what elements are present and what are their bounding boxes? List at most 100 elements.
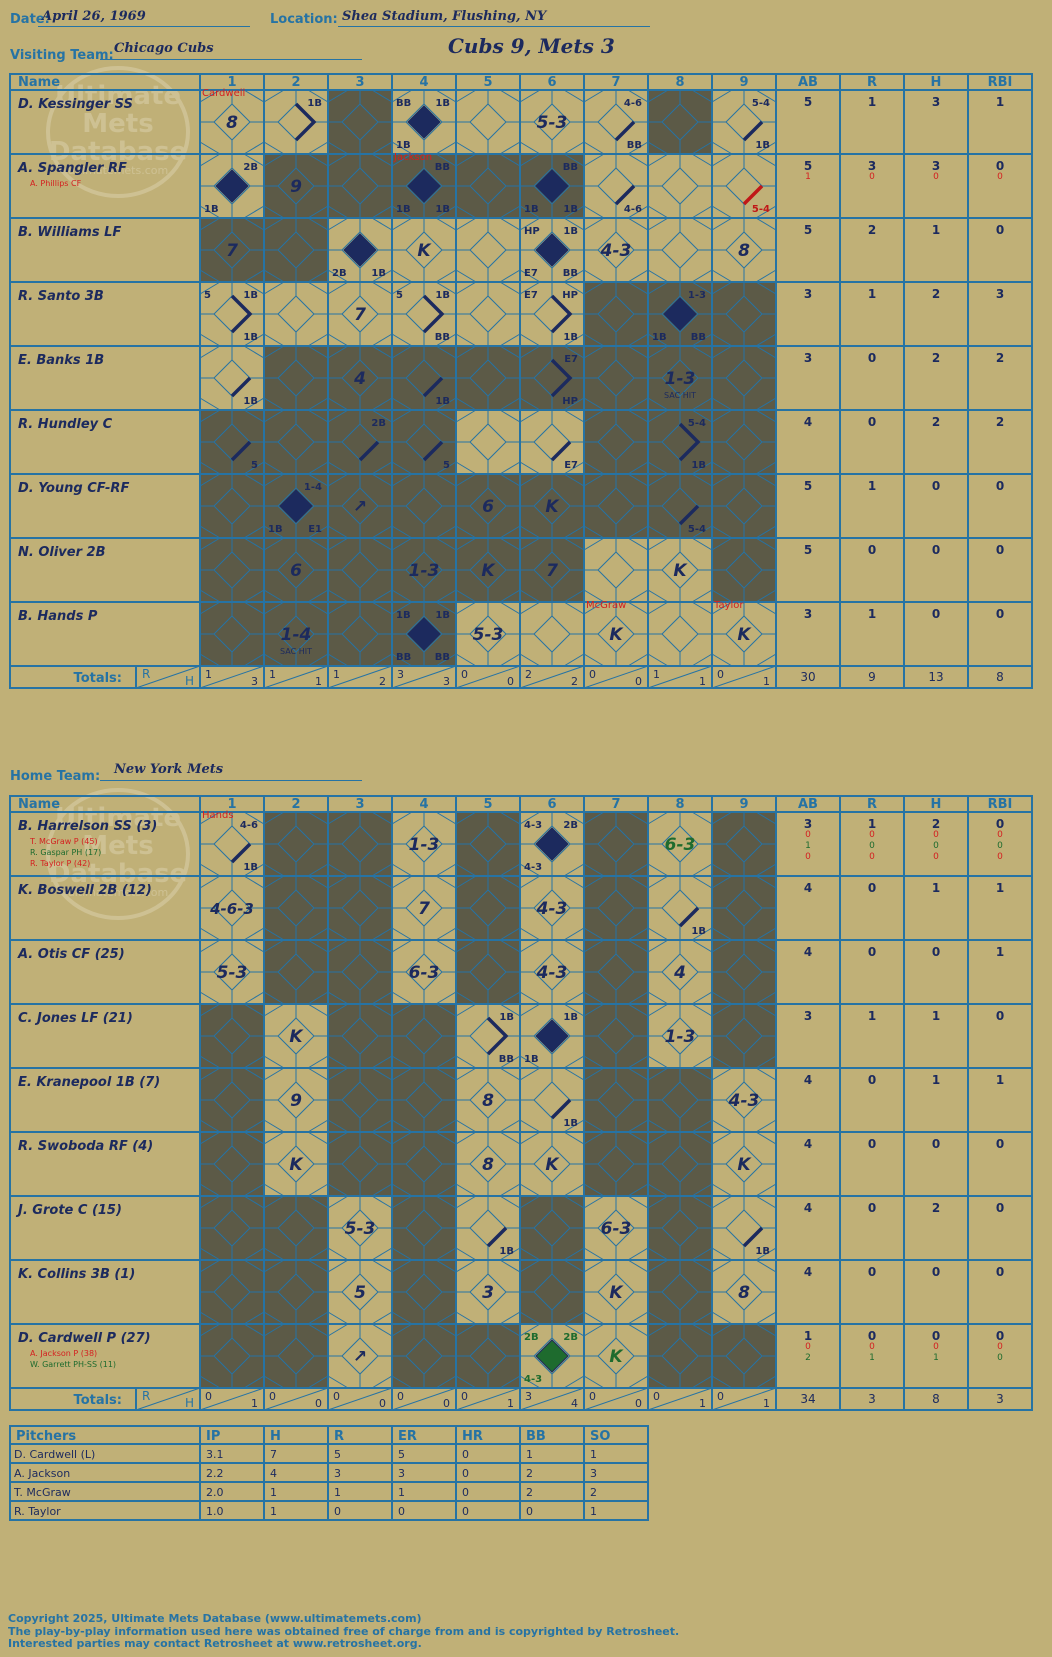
corner-lines [199,281,265,347]
stat-value: 0 [997,841,1003,851]
play-result: 4-3 [600,241,632,261]
play-result: K [609,1283,624,1303]
pitching-stat: 1 [334,1486,341,1499]
field-lines [520,1196,584,1260]
corner-lines [519,217,585,283]
basepath [550,1098,572,1120]
shaded-cell [712,812,776,876]
corner-lines [391,537,457,603]
field-lines [648,474,712,538]
base-diamond [341,1209,379,1247]
corner-lines [519,939,585,1005]
corner-lines [327,345,393,411]
pitching-stat: 2.0 [206,1486,224,1499]
base-diamond [533,615,571,653]
run-scored-diamond [535,169,569,203]
corner-lines [455,537,521,603]
inning-header-7: 7 [611,75,620,90]
field-lines [264,1068,328,1132]
field-lines [584,1324,648,1388]
base-diamond [341,1017,379,1055]
base-diamond [725,889,763,927]
shaded-cell [584,1004,648,1068]
field-lines [456,410,520,474]
corner-lines [263,1195,329,1261]
corner-lines [455,939,521,1005]
corner-lines [455,473,521,539]
field-lines [392,410,456,474]
corner-note: 1B [435,610,450,621]
field-lines [712,90,776,154]
corner-lines [711,153,777,219]
field-lines [456,90,520,154]
pitching-change-note: Hands [202,810,234,821]
base-diamond [213,1145,251,1183]
stat-value: 0 [868,881,876,895]
base-diamond [277,295,315,333]
corner-lines [711,1131,777,1197]
stat-value: 1 [805,172,811,182]
field-lines [392,1004,456,1068]
shaded-cell [392,1004,456,1068]
corner-lines [647,939,713,1005]
watermark-url: ultimatemets.com [68,886,168,899]
inning-header-1: 1 [227,75,236,90]
corner-lines [391,1323,457,1389]
pitching-stat: 1 [398,1486,405,1499]
shaded-cell [328,940,392,1004]
base-diamond [661,103,699,141]
stat-value: 4 [804,1137,812,1151]
pitching-stat: 1 [590,1448,597,1461]
corner-lines [391,217,457,283]
corner-note: 1B [435,98,450,109]
inning-total-slash [199,665,265,689]
base-diamond [277,231,315,269]
base-diamond [341,1337,379,1375]
shaded-cell [392,1068,456,1132]
base-diamond [405,167,443,205]
play-result: 4-3 [728,1091,760,1111]
field-lines [584,1260,648,1324]
inning-hits: 3 [443,675,450,688]
corner-lines [519,601,585,667]
inning-header-2: 2 [291,797,300,812]
corner-note: 4-6 [240,820,258,831]
corner-note: BB [435,332,450,343]
stat-value: 3 [804,287,812,301]
inning-total-slash [519,1387,585,1411]
pitching-stat: 0 [526,1505,533,1518]
field-lines [200,346,264,410]
pitching-stat: 3 [590,1467,597,1480]
base-diamond [213,1337,251,1375]
play-result: 5-3 [217,963,248,983]
stat-total: 34 [800,1392,815,1406]
shaded-cell [648,1068,712,1132]
corner-note: 4-6 [624,98,642,109]
inning-hits: 4 [571,1397,578,1410]
runs-marker: R [142,667,150,681]
corner-lines [583,939,649,1005]
stat-value: 0 [869,1342,875,1352]
corner-lines [327,409,393,475]
corner-lines [263,1003,329,1069]
field-lines [520,1004,584,1068]
corner-note: 1-3 [688,290,706,301]
stat-value: 0 [932,543,940,557]
player-name: D. Young CF-RF [18,481,129,496]
field-lines [392,1260,456,1324]
stat-value: 0 [932,1137,940,1151]
base-diamond [213,1017,251,1055]
watermark-word: Ultimate [55,81,181,111]
stat-value: 3 [804,351,812,365]
stat-value: 0 [996,479,1004,493]
corner-note: 5 [443,460,450,471]
base-diamond [277,1081,315,1119]
player-name: E. Banks 1B [18,353,104,368]
corner-note: 4-3 [524,1374,542,1385]
base-diamond [341,295,379,333]
pitchers-header: Pitchers [16,1429,76,1444]
field-lines [328,876,392,940]
shaded-cell [456,1324,520,1388]
